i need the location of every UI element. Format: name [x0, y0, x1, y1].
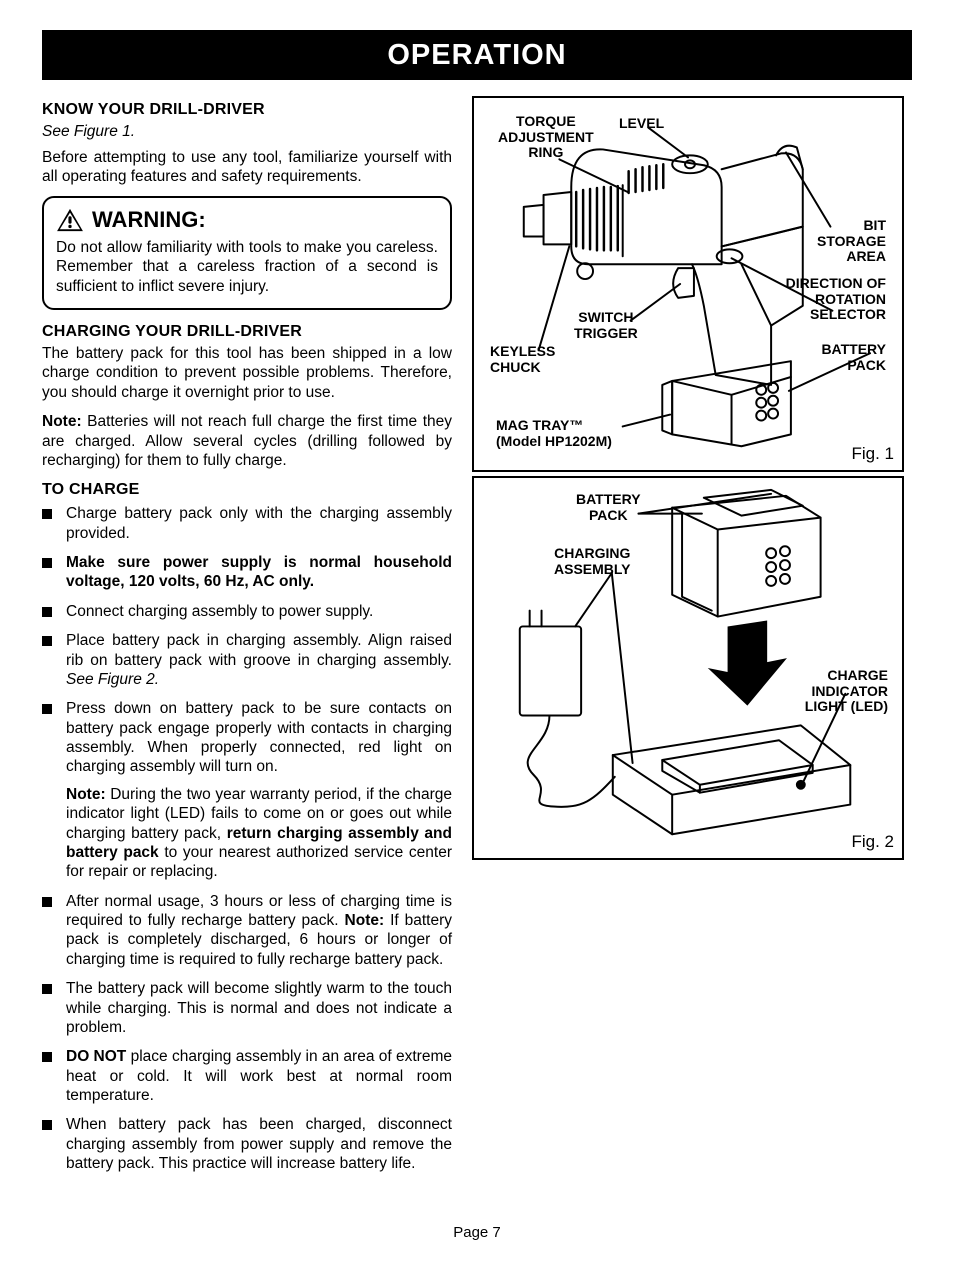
bullet-icon: [42, 607, 52, 617]
note-label: Note:: [66, 786, 106, 803]
bullet-text: Place battery pack in charging assembly.…: [66, 631, 452, 689]
bullet-text: The battery pack will become slightly wa…: [66, 979, 452, 1037]
know-body: Before attempting to use any tool, famil…: [42, 148, 452, 187]
bullet8-bold: DO NOT: [66, 1048, 126, 1065]
chargeasm-label: CHARGINGASSEMBLY: [554, 546, 631, 577]
bullet-icon: [42, 704, 52, 714]
section-banner: OPERATION: [42, 30, 912, 80]
list-item: Make sure power supply is normal househo…: [42, 553, 452, 592]
left-column: KNOW YOUR DRILL-DRIVER See Figure 1. Bef…: [42, 96, 452, 1183]
list-item: The battery pack will become slightly wa…: [42, 979, 452, 1037]
charging-body: The battery pack for this tool has been …: [42, 344, 452, 402]
battpack1-label: BATTERYPACK: [821, 342, 886, 373]
tocharge-list: Charge battery pack only with the chargi…: [42, 504, 452, 1173]
fig2-caption: Fig. 2: [851, 831, 894, 852]
heading-tocharge: TO CHARGE: [42, 480, 452, 500]
note-body: Batteries will not reach full charge the…: [42, 413, 452, 469]
dirsel-label: DIRECTION OFROTATIONSELECTOR: [786, 276, 886, 322]
bullet-icon: [42, 897, 52, 907]
right-column: TORQUEADJUSTMENTRING LEVEL BITSTORAGEARE…: [472, 96, 904, 864]
bullet-text: DO NOT place charging assembly in an are…: [66, 1047, 452, 1105]
warning-text: Do not allow familiarity with tools to m…: [56, 238, 438, 296]
battpack2-label: BATTERYPACK: [576, 492, 641, 523]
bullet5-note: Note: During the two year warranty perio…: [66, 785, 452, 882]
level-label: LEVEL: [619, 116, 664, 131]
switch-label: SWITCHTRIGGER: [574, 310, 638, 341]
warning-label: WARNING:: [92, 206, 206, 234]
heading-know: KNOW YOUR DRILL-DRIVER: [42, 100, 452, 120]
fig1-caption: Fig. 1: [851, 443, 894, 464]
bullet-text: Charge battery pack only with the chargi…: [66, 504, 452, 543]
bullet-text: When battery pack has been charged, disc…: [66, 1115, 452, 1173]
list-item: Press down on battery pack to be sure co…: [42, 699, 452, 881]
led-label: CHARGEINDICATORLIGHT (LED): [805, 668, 888, 714]
bullet-text: After normal usage, 3 hours or less of c…: [66, 892, 452, 970]
note-label: Note:: [345, 912, 385, 929]
fig1-reference: See Figure 1.: [42, 122, 452, 141]
bullet-icon: [42, 1120, 52, 1130]
bullet-icon: [42, 984, 52, 994]
keyless-label: KEYLESSCHUCK: [490, 344, 555, 375]
figure-1: TORQUEADJUSTMENTRING LEVEL BITSTORAGEARE…: [472, 96, 904, 472]
bullet-text: Make sure power supply is normal househo…: [66, 553, 452, 592]
bullet4-figref: See Figure 2.: [66, 671, 159, 688]
bullet-icon: [42, 1052, 52, 1062]
page-footer: Page 7: [42, 1224, 912, 1243]
list-item: DO NOT place charging assembly in an are…: [42, 1047, 452, 1105]
bullet-icon: [42, 636, 52, 646]
figure-2: BATTERYPACK CHARGINGASSEMBLY CHARGEINDIC…: [472, 476, 904, 860]
list-item: When battery pack has been charged, disc…: [42, 1115, 452, 1173]
note-label: Note:: [42, 413, 82, 430]
warning-icon: [56, 208, 84, 232]
magtray-label: MAG TRAY™(Model HP1202M): [496, 418, 612, 449]
torque-label: TORQUEADJUSTMENTRING: [498, 114, 594, 160]
bullet5-main: Press down on battery pack to be sure co…: [66, 700, 452, 775]
list-item: Place battery pack in charging assembly.…: [42, 631, 452, 689]
bitstorage-label: BITSTORAGEAREA: [817, 218, 886, 264]
bullet4-a: Place battery pack in charging assembly.…: [66, 632, 452, 668]
list-item: Connect charging assembly to power suppl…: [42, 602, 452, 621]
list-item: Charge battery pack only with the chargi…: [42, 504, 452, 543]
bullet-text: Connect charging assembly to power suppl…: [66, 602, 452, 621]
charging-note: Note: Batteries will not reach full char…: [42, 412, 452, 470]
list-item: After normal usage, 3 hours or less of c…: [42, 892, 452, 970]
heading-charging: CHARGING YOUR DRILL-DRIVER: [42, 322, 452, 342]
bullet-icon: [42, 558, 52, 568]
warning-box: WARNING: Do not allow familiarity with t…: [42, 196, 452, 310]
bullet-icon: [42, 509, 52, 519]
bullet-text: Press down on battery pack to be sure co…: [66, 699, 452, 881]
